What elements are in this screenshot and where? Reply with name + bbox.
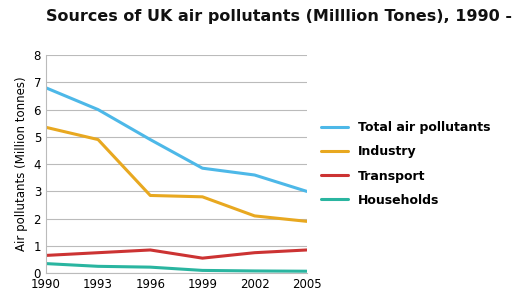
Industry xyxy=(251,214,258,218)
Transport xyxy=(95,251,101,255)
Industry xyxy=(199,195,205,199)
Transport xyxy=(251,251,258,255)
Households xyxy=(199,269,205,272)
Line: Transport: Transport xyxy=(46,250,307,258)
Total air pollutants xyxy=(251,173,258,177)
Line: Total air pollutants: Total air pollutants xyxy=(46,88,307,191)
Transport xyxy=(199,256,205,260)
Total air pollutants xyxy=(95,108,101,111)
Transport xyxy=(147,248,153,252)
Industry xyxy=(43,125,49,129)
Total air pollutants xyxy=(304,189,310,193)
Transport xyxy=(43,254,49,257)
Households xyxy=(43,262,49,265)
Total air pollutants xyxy=(147,138,153,141)
Y-axis label: Air pollutants (Million tonnes): Air pollutants (Million tonnes) xyxy=(15,77,28,252)
Households xyxy=(304,269,310,273)
Households xyxy=(251,269,258,273)
Industry xyxy=(147,194,153,197)
Line: Households: Households xyxy=(46,263,307,271)
Industry xyxy=(95,138,101,141)
Households xyxy=(95,264,101,268)
Line: Industry: Industry xyxy=(46,127,307,221)
Transport xyxy=(304,248,310,252)
Industry xyxy=(304,219,310,223)
Text: Sources of UK air pollutants (Milllion Tones), 1990 - 2005: Sources of UK air pollutants (Milllion T… xyxy=(46,9,512,24)
Total air pollutants xyxy=(43,86,49,90)
Total air pollutants xyxy=(199,166,205,170)
Households xyxy=(147,265,153,269)
Legend: Total air pollutants, Industry, Transport, Households: Total air pollutants, Industry, Transpor… xyxy=(315,116,496,212)
